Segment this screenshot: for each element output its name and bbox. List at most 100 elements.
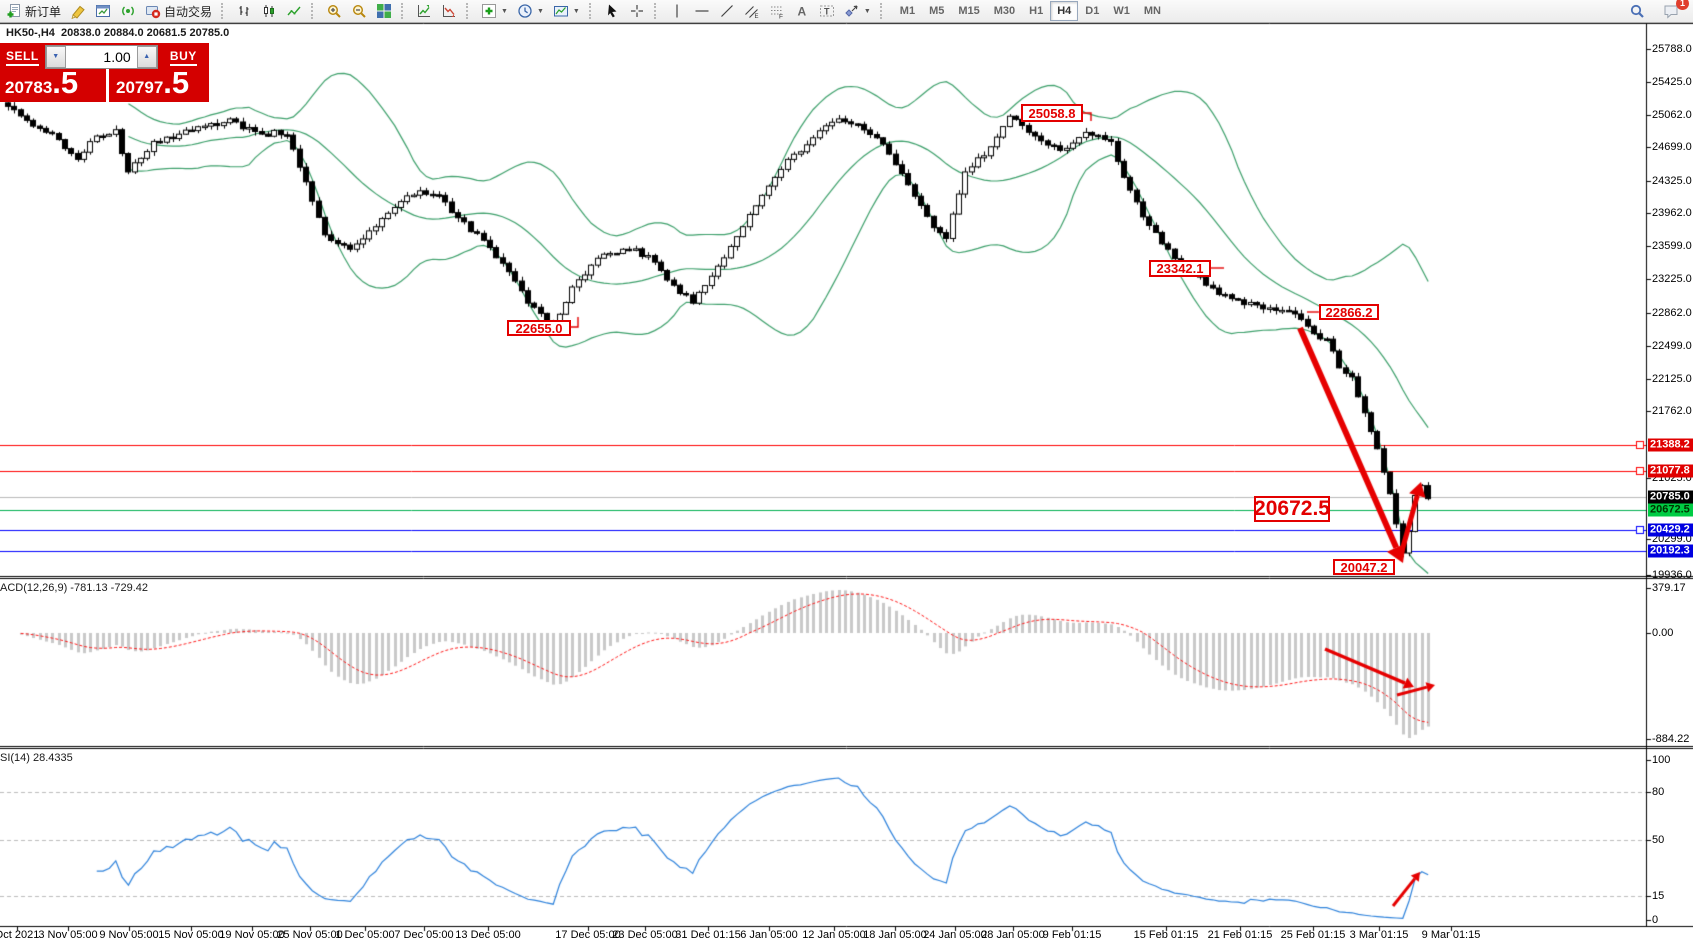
date-label: 25 Feb 01:15 <box>1280 929 1346 941</box>
one-click-trading-panel: SELL ▼ 1.00 ▲ BUY 20783.5 20797.5 <box>0 43 209 102</box>
price-tick-label: 25062.0 <box>1652 109 1692 121</box>
fibonacci-button[interactable]: F <box>765 1 789 21</box>
price-tag: 20192.3 <box>1648 544 1693 558</box>
timeframe-m5-button[interactable]: M5 <box>922 1 951 21</box>
bar-chart-icon <box>236 3 252 19</box>
macd-tick-label: -884.22 <box>1652 733 1690 745</box>
cursor-icon <box>604 3 620 19</box>
macd-indicator-label: ACD(12,26,9) -781.13 -729.42 <box>0 582 148 594</box>
volume-stepper[interactable]: ▼ 1.00 ▲ <box>44 44 158 69</box>
indicator-window-button[interactable] <box>412 1 436 21</box>
svg-text:F: F <box>779 14 783 20</box>
autotrade-icon <box>145 3 161 19</box>
timeframe-d1-button[interactable]: D1 <box>1078 1 1106 21</box>
zoom-out-icon <box>351 3 367 19</box>
text-button[interactable]: A <box>790 1 814 21</box>
bar-chart-button[interactable] <box>232 1 256 21</box>
macd-tick-label: 379.17 <box>1652 582 1686 594</box>
timeframe-h4-button[interactable]: H4 <box>1050 1 1079 21</box>
chart-annotation-label[interactable]: 25058.8 <box>1021 104 1083 122</box>
new-order-button[interactable]: 新订单 <box>2 1 65 21</box>
line-chart-icon <box>286 3 302 19</box>
timeframe-h1-button[interactable]: H1 <box>1022 1 1050 21</box>
crayon-icon <box>70 3 86 19</box>
indicator-window-icon <box>416 3 432 19</box>
indicator-drop-button[interactable] <box>437 1 461 21</box>
buy-price[interactable]: 20797.5 <box>116 65 190 100</box>
template-button[interactable]: ▼ <box>549 1 584 21</box>
search-icon <box>1629 3 1645 19</box>
period-icon <box>517 3 533 19</box>
chart-annotation-label[interactable]: 23342.1 <box>1149 260 1211 277</box>
search-button[interactable] <box>1625 1 1649 21</box>
price-tick-label: 25788.0 <box>1652 43 1692 55</box>
chart-annotation-label[interactable]: 20047.2 <box>1333 559 1395 575</box>
period-button[interactable]: ▼ <box>513 1 548 21</box>
trendline-icon <box>719 3 735 19</box>
label-button[interactable]: T <box>815 1 839 21</box>
timeframe-m30-button[interactable]: M30 <box>987 1 1022 21</box>
sell-button[interactable]: SELL <box>0 48 45 66</box>
svg-text:T: T <box>824 7 830 17</box>
vline-button[interactable] <box>665 1 689 21</box>
toolbar-right-group: 1 <box>1625 0 1691 21</box>
chart-annotation-label[interactable]: 22655.0 <box>507 320 571 336</box>
toolbar-button-label: 新订单 <box>25 4 62 19</box>
zoom-out-button[interactable] <box>347 1 371 21</box>
timeframe-mn-button[interactable]: MN <box>1137 1 1168 21</box>
svg-text:A: A <box>797 5 806 19</box>
price-tag: 21388.2 <box>1648 438 1693 452</box>
autotrade-button[interactable]: 自动交易 <box>141 1 216 21</box>
shapes-button[interactable]: ▼ <box>840 1 875 21</box>
add-indicator-button[interactable]: ▼ <box>477 1 512 21</box>
new-chart-button[interactable] <box>91 1 115 21</box>
chat-button[interactable]: 1 <box>1659 0 1689 21</box>
toolbar-separator <box>466 3 472 19</box>
volume-increase-button[interactable]: ▲ <box>136 45 157 68</box>
chart-annotation-label[interactable]: 22866.2 <box>1319 304 1379 320</box>
price-tag: 20672.5 <box>1648 503 1693 517</box>
tile-windows-button[interactable] <box>372 1 396 21</box>
cursor-button[interactable] <box>600 1 624 21</box>
trendline-button[interactable] <box>715 1 739 21</box>
price-tick-label: 24325.0 <box>1652 175 1692 187</box>
dropdown-caret-icon[interactable]: ▼ <box>501 7 508 15</box>
date-label: 23 Dec 05:00 <box>612 929 678 941</box>
dropdown-caret-icon[interactable]: ▼ <box>536 7 544 15</box>
buy-button-label: BUY <box>169 49 197 66</box>
dropdown-caret-icon[interactable]: ▼ <box>863 7 871 15</box>
candlestick-button[interactable] <box>257 1 281 21</box>
crayon-button[interactable] <box>66 1 90 21</box>
new-order-icon <box>6 3 22 19</box>
timeframe-m15-button[interactable]: M15 <box>951 1 986 21</box>
toolbar-separator <box>221 3 227 19</box>
chart-annotation-label[interactable]: 20672.5 <box>1254 496 1330 522</box>
zoom-in-button[interactable] <box>322 1 346 21</box>
new-chart-icon <box>95 3 111 19</box>
rsi-tick-label: 50 <box>1652 834 1665 846</box>
sell-price[interactable]: 20783.5 <box>5 65 79 100</box>
chart-title: HK50-,H4 20838.0 20884.0 20681.5 20785.0 <box>6 27 230 39</box>
indicator-drop-icon <box>441 3 457 19</box>
crosshair-button[interactable] <box>625 1 649 21</box>
buy-button[interactable]: BUY <box>158 48 209 66</box>
channel-button[interactable]: E <box>740 1 764 21</box>
volume-value[interactable]: 1.00 <box>103 48 131 65</box>
volume-decrease-button[interactable]: ▼ <box>45 45 66 68</box>
date-label: 9 Nov 05:00 <box>99 929 159 941</box>
hline-button[interactable] <box>690 1 714 21</box>
date-label: 1 Dec 05:00 <box>335 929 395 941</box>
price-tick-label: 22499.0 <box>1652 340 1692 352</box>
timeframe-w1-button[interactable]: W1 <box>1106 1 1137 21</box>
date-label: 9 Mar 01:15 <box>1421 929 1481 941</box>
timeframe-m1-button[interactable]: M1 <box>893 1 922 21</box>
dropdown-caret-icon[interactable]: ▼ <box>572 7 580 15</box>
zoom-in-icon <box>326 3 342 19</box>
signal-button[interactable] <box>116 1 140 21</box>
date-label: 12 Jan 05:00 <box>802 929 866 941</box>
vline-icon <box>669 3 685 19</box>
line-chart-button[interactable] <box>282 1 306 21</box>
trade-panel-divider <box>106 69 109 102</box>
